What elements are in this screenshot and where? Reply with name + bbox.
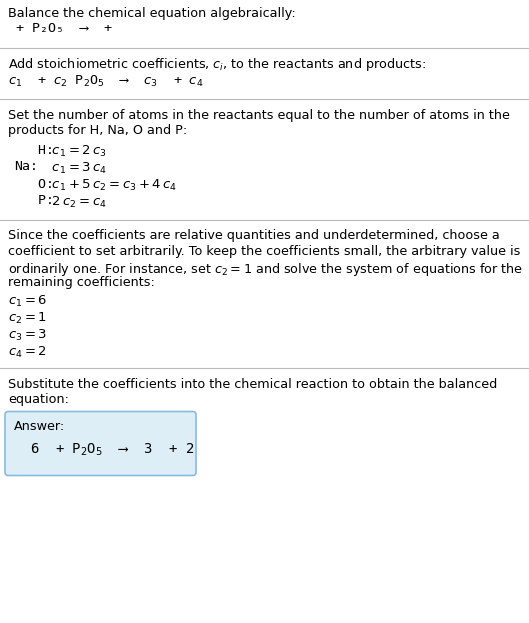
Text: P:: P:: [14, 194, 54, 207]
Text: Na:: Na:: [14, 161, 38, 173]
Text: Balance the chemical equation algebraically:: Balance the chemical equation algebraica…: [8, 7, 296, 20]
Text: Since the coefficients are relative quantities and underdetermined, choose a: Since the coefficients are relative quan…: [8, 229, 500, 242]
Text: equation:: equation:: [8, 393, 69, 406]
Text: remaining coefficients:: remaining coefficients:: [8, 276, 155, 289]
FancyBboxPatch shape: [5, 412, 196, 475]
Text: 6  + P$_2$O$_5$  ⟶  3  + 2: 6 + P$_2$O$_5$ ⟶ 3 + 2: [30, 442, 195, 458]
Text: + P₂O₅  ⟶  +: + P₂O₅ ⟶ +: [8, 22, 120, 36]
Text: $c_1 + 5\,c_2 = c_3 + 4\,c_4$: $c_1 + 5\,c_2 = c_3 + 4\,c_4$: [44, 178, 177, 193]
Text: Answer:: Answer:: [14, 419, 65, 432]
Text: $c_2 = 1$: $c_2 = 1$: [8, 310, 47, 326]
Text: $2\,c_2 = c_4$: $2\,c_2 = c_4$: [44, 194, 107, 209]
Text: Add stoichiometric coefficients, $c_i$, to the reactants and products:: Add stoichiometric coefficients, $c_i$, …: [8, 56, 426, 73]
Text: ordinarily one. For instance, set $c_2 = 1$ and solve the system of equations fo: ordinarily one. For instance, set $c_2 =…: [8, 260, 523, 277]
Text: $c_1 = 6$: $c_1 = 6$: [8, 293, 47, 308]
Text: $c_1 = 2\,c_3$: $c_1 = 2\,c_3$: [44, 143, 107, 159]
Text: O:: O:: [14, 178, 54, 191]
Text: $c_1$  + $c_2$ P$_2$O$_5$  ⟶  $c_3$  + $c_4$: $c_1$ + $c_2$ P$_2$O$_5$ ⟶ $c_3$ + $c_4$: [8, 74, 204, 88]
Text: H:: H:: [14, 143, 54, 156]
Text: Set the number of atoms in the reactants equal to the number of atoms in the: Set the number of atoms in the reactants…: [8, 108, 510, 121]
Text: $c_3 = 3$: $c_3 = 3$: [8, 328, 47, 343]
Text: Substitute the coefficients into the chemical reaction to obtain the balanced: Substitute the coefficients into the che…: [8, 378, 497, 391]
Text: $c_4 = 2$: $c_4 = 2$: [8, 345, 47, 359]
Text: $c_1 = 3\,c_4$: $c_1 = 3\,c_4$: [44, 161, 107, 176]
Text: coefficient to set arbitrarily. To keep the coefficients small, the arbitrary va: coefficient to set arbitrarily. To keep …: [8, 245, 521, 258]
Text: products for H, Na, O and P:: products for H, Na, O and P:: [8, 124, 187, 137]
